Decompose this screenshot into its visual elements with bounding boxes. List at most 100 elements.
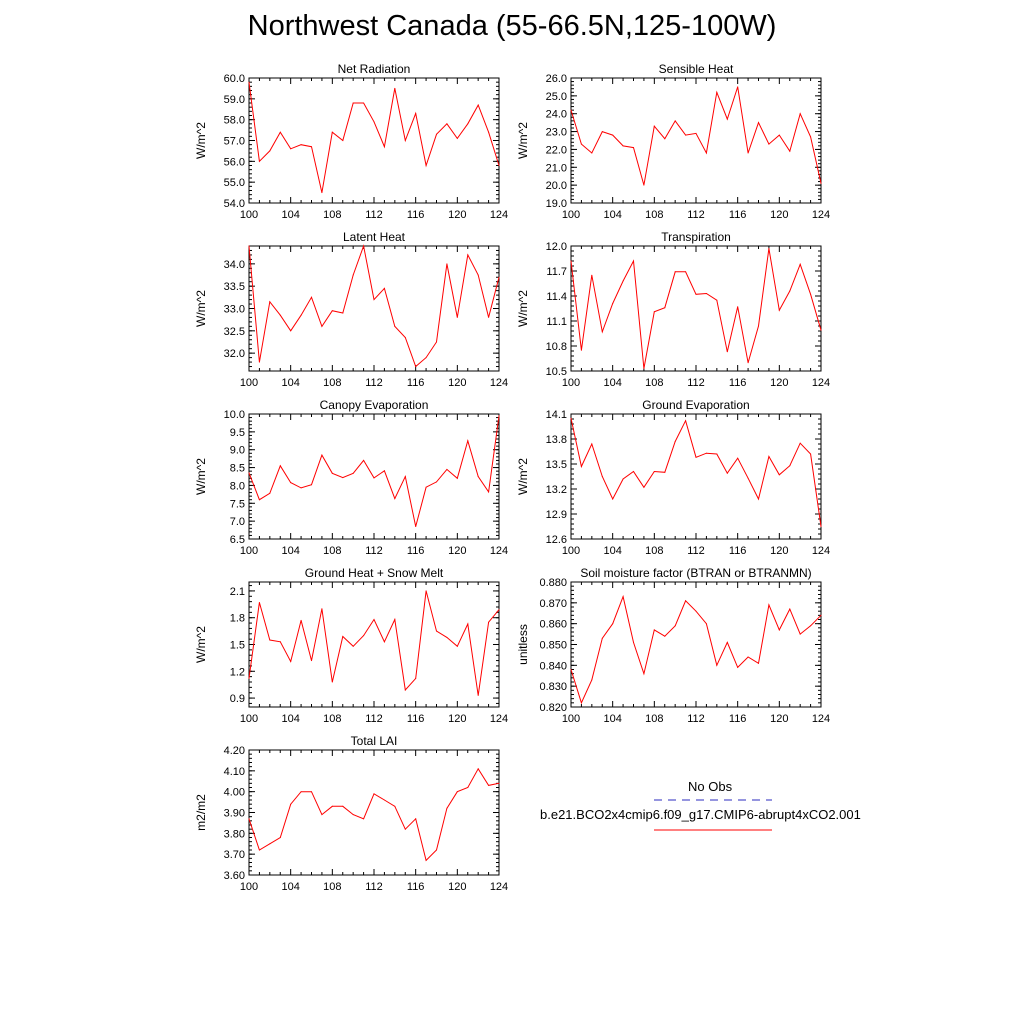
x-tick-label: 124 — [812, 377, 830, 389]
data-point — [705, 623, 707, 625]
data-point — [747, 362, 749, 364]
data-point — [705, 152, 707, 154]
data-point — [664, 471, 666, 473]
y-tick-label: 0.870 — [539, 598, 567, 610]
data-point — [674, 271, 676, 273]
x-tick-label: 116 — [407, 545, 425, 557]
data-point — [685, 600, 687, 602]
y-tick-label: 33.0 — [224, 304, 245, 316]
y-axis-label: W/m^2 — [516, 290, 530, 327]
panel-9: Total LAI m2/m2 100 104 108 112 116 120 124 3.60 3… — [194, 734, 508, 893]
data-point — [300, 144, 302, 146]
x-tick-label: 112 — [365, 881, 383, 893]
x-tick-label: 116 — [729, 377, 747, 389]
y-tick-label: 20.0 — [546, 180, 567, 192]
x-tick-label: 116 — [407, 713, 425, 725]
x-tick-label: 120 — [448, 881, 466, 893]
data-point — [695, 456, 697, 458]
data-point — [300, 314, 302, 316]
y-tick-label: 6.5 — [230, 534, 245, 546]
data-point — [446, 123, 448, 125]
data-point — [570, 417, 572, 419]
data-point — [300, 791, 302, 793]
y-tick-label: 11.1 — [546, 316, 567, 328]
y-tick-label: 12.9 — [546, 509, 567, 521]
data-point — [789, 150, 791, 152]
series-line — [248, 415, 500, 527]
data-point — [279, 314, 281, 316]
data-point — [643, 184, 645, 186]
x-tick-label: 120 — [448, 545, 466, 557]
y-tick-label: 4.10 — [224, 766, 245, 778]
series-line — [570, 418, 822, 527]
data-point — [258, 602, 260, 603]
y-tick-label: 8.5 — [230, 463, 245, 475]
data-point — [311, 660, 312, 662]
y-tick-label: 13.8 — [546, 434, 567, 446]
data-point — [269, 492, 271, 494]
data-point — [633, 260, 634, 262]
data-point — [768, 143, 770, 145]
x-tick-label: 116 — [407, 377, 425, 389]
data-point — [601, 131, 603, 133]
data-point — [248, 245, 250, 247]
data-point — [331, 310, 333, 312]
data-point — [425, 357, 427, 359]
data-point — [580, 466, 582, 467]
legend-obs-label: No Obs — [688, 779, 733, 794]
plot-frame — [248, 749, 500, 876]
y-axis-label: W/m^2 — [194, 122, 208, 159]
data-point — [331, 805, 333, 807]
data-point — [664, 138, 666, 140]
x-tick-label: 108 — [645, 545, 663, 557]
y-tick-label: 2.1 — [230, 586, 245, 598]
x-tick-label: 124 — [812, 545, 830, 557]
x-tick-label: 124 — [490, 713, 508, 725]
x-tick-label: 112 — [687, 209, 705, 221]
series-line — [248, 590, 500, 696]
series-line — [570, 248, 822, 369]
data-point — [716, 91, 718, 93]
data-point — [290, 148, 292, 150]
panel-4: Transpiration W/m^2 100 104 108 112 116 120 124 1… — [516, 230, 830, 389]
data-point — [279, 837, 281, 838]
plot-frame — [248, 581, 500, 708]
data-point — [674, 441, 676, 442]
x-tick-label: 112 — [687, 713, 705, 725]
x-tick-label: 104 — [603, 209, 621, 221]
panel-title: Sensible Heat — [659, 62, 734, 76]
data-point — [446, 468, 448, 470]
data-point — [488, 131, 490, 133]
data-point — [352, 274, 354, 276]
data-point — [363, 459, 365, 461]
x-tick-label: 108 — [645, 713, 663, 725]
y-tick-label: 34.0 — [224, 259, 245, 271]
data-point — [477, 694, 479, 696]
data-point — [321, 454, 323, 456]
data-point — [601, 476, 603, 477]
data-point — [383, 799, 385, 801]
data-point — [768, 456, 770, 457]
data-point — [498, 276, 500, 278]
data-point — [373, 121, 375, 123]
data-point — [601, 331, 603, 333]
data-point — [456, 791, 458, 793]
data-point — [737, 666, 739, 668]
x-tick-label: 100 — [240, 713, 258, 725]
panel-title: Net Radiation — [338, 62, 411, 76]
x-tick-label: 120 — [770, 713, 788, 725]
x-tick-label: 100 — [562, 377, 580, 389]
data-point — [415, 818, 417, 820]
data-point — [342, 805, 344, 807]
data-point — [726, 118, 728, 120]
y-axis-label: m2/m2 — [194, 794, 208, 831]
x-tick-label: 104 — [281, 713, 299, 725]
data-point — [415, 366, 417, 367]
data-point — [622, 478, 624, 480]
data-point — [612, 623, 614, 625]
y-tick-label: 3.90 — [224, 808, 245, 820]
panel-title: Latent Heat — [343, 230, 406, 244]
y-tick-label: 4.00 — [224, 787, 245, 799]
y-axis-label: unitless — [516, 624, 530, 665]
